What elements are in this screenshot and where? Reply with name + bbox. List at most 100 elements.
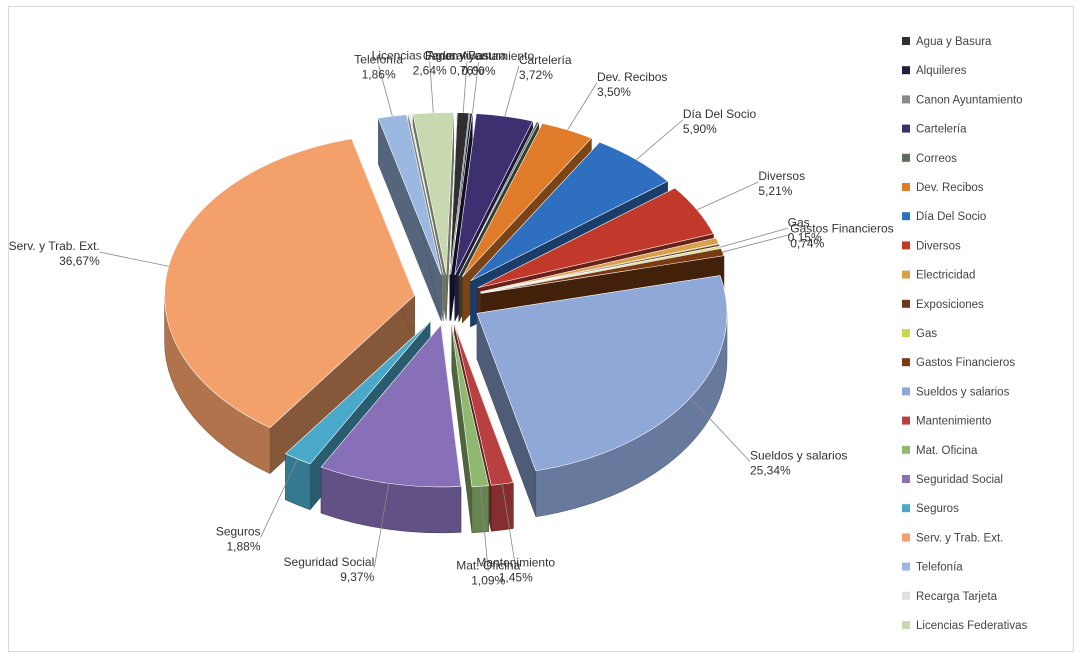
data-label-pct-dia-del-socio: 5,90% [683,122,717,136]
legend-swatch-dev-recibos [902,183,910,191]
legend-label-gas: Gas [916,328,937,340]
data-label-seguros: Seguros [216,525,261,539]
data-label-pct-carteleria: 3,72% [519,68,553,82]
legend-swatch-licencias-federativas [902,621,910,629]
chart-frame [8,6,1074,652]
data-label-seguridad-social: Seguridad Social [284,555,375,569]
leader-line-telefonia [378,65,393,117]
legend-label-electricidad: Electricidad [916,270,975,282]
leader-line-mantenimiento [501,483,517,569]
legend-swatch-alquileres [902,66,910,75]
legend-swatch-mantenimiento [902,416,910,425]
slice-side-mat-oficina [471,485,489,534]
leader-line-carteleria [504,65,520,117]
leader-line-gas [720,227,788,248]
legend-swatch-sueldos-y-salarios [902,387,910,396]
legend-label-serv-y-trab-ext: Serv. y Trab. Ext. [916,532,1003,544]
slice-dia-del-socio [470,141,669,282]
legend-label-telefonia: Telefonía [916,562,963,574]
legend-label-exposiciones: Exposiciones [916,299,984,311]
data-label-gas: Gas [788,215,810,229]
legend-swatch-serv-y-trab-ext [902,533,910,542]
slice-seguros [284,321,431,465]
slice-recarga-tarjeta [408,113,444,275]
leader-line-serv-y-trab-ext [99,251,169,267]
legend-label-sueldos-y-salarios: Sueldos y salarios [916,386,1010,398]
legend-label-alquileres: Alquileres [916,65,967,77]
legend-swatch-telefonia [902,562,910,571]
legend-label-seguridad-social: Seguridad Social [916,474,1003,486]
legend-label-correos: Correos [916,153,957,165]
leader-line-agua-y-basura [462,61,468,113]
data-label-pct-seguridad-social: 9,37% [340,570,374,584]
data-label-canon-ayuntamiento: Canon Ayuntamiento [423,49,535,63]
legend-swatch-electricidad [902,270,910,279]
leader-lines [99,61,791,572]
legend-label-mantenimiento: Mantenimiento [916,416,991,428]
data-label-pct-mantenimiento: 1,45% [499,571,533,585]
data-label-sueldos-y-salarios: Sueldos y salarios [750,448,847,462]
legend-label-carteleria: Cartelería [916,124,967,136]
legend-label-canon-ayuntamiento: Canon Ayuntamiento [916,94,1023,106]
slice-licencias-federativas [412,112,455,275]
data-label-pct-gas: 0,15% [788,230,822,244]
data-label-diversos: Diversos [758,169,805,183]
leader-line-licencias-federativas [429,61,434,113]
data-label-pct-gastos-financieros: 0,74% [790,236,824,250]
legend-label-gastos-financieros: Gastos Financieros [916,357,1015,369]
legend: Agua y Basura Alquileres Canon Ayuntamient… [902,36,1027,632]
legend-swatch-agua-y-basura [902,37,910,45]
slice-carteleria [454,113,534,276]
slice-diversos [477,187,714,289]
legend-label-dia-del-socio: Día Del Socio [916,211,986,223]
data-label-serv-y-trab-ext: Serv. y Trab. Ext. [9,239,100,253]
data-label-mat-oficina: Mat. Oficina [456,558,520,572]
leader-line-seguridad-social [373,483,390,568]
legend-label-diversos: Diversos [916,240,961,252]
slice-electricidad [480,237,720,293]
data-label-gastos-financieros: Gastos Financieros [790,221,893,235]
data-label-mantenimiento: Mantenimiento [476,556,555,570]
leader-line-dia-del-socio [636,119,684,160]
data-label-dev-recibos: Dev. Recibos [597,70,667,84]
slice-gas [480,246,722,294]
data-label-pct-mat-oficina: 1,09% [471,573,505,587]
data-label-pct-licencias-federativas: 2,64% [413,63,447,77]
data-label-carteleria: Cartelería [519,53,572,67]
legend-swatch-mat-oficina [902,445,910,454]
legend-swatch-seguros [902,504,910,513]
slice-side-mantenimiento [491,482,514,532]
data-label-pct-seguros: 1,88% [226,540,260,554]
legend-swatch-carteleria [902,124,910,133]
legend-label-licencias-federativas: Licencias Federativas [916,620,1027,632]
data-label-dia-del-socio: Día Del Socio [683,107,757,121]
data-label-pct-canon-ayuntamiento: 0,00% [462,64,496,78]
leader-line-gastos-financieros [722,234,791,253]
data-label-pct-diversos: 5,21% [758,184,792,198]
legend-label-recarga-tarjeta: Recarga Tarjeta [916,591,998,603]
leader-line-mat-oficina [479,486,489,572]
legend-swatch-seguridad-social [902,475,910,483]
legend-swatch-recarga-tarjeta [902,591,910,600]
data-label-pct-serv-y-trab-ext: 36,67% [59,254,100,268]
legend-swatch-correos [902,153,910,162]
data-label-pct-sueldos-y-salarios: 25,34% [750,463,791,477]
legend-swatch-exposiciones [902,299,910,308]
legend-swatch-gastos-financieros [902,358,910,367]
legend-swatch-diversos [902,241,910,250]
data-label-pct-agua-y-basura: 0,76% [450,63,484,77]
data-label-pct-dev-recibos: 3,50% [597,85,631,99]
legend-label-dev-recibos: Dev. Recibos [916,182,984,194]
pie-slice-layer [164,112,728,488]
leader-line-diversos [696,181,759,211]
slice-alquileres [450,112,473,275]
legend-label-mat-oficina: Mat. Oficina [916,445,978,457]
slice-correos [458,121,540,276]
data-label-agua-y-basura: Agua y Basura [428,48,507,62]
legend-swatch-gas [902,329,910,337]
data-label-licencias-federativas: Licencias Federativas [372,48,488,62]
data-label-telefonia: Telefonía [354,53,403,67]
slice-dev-recibos [462,123,592,278]
